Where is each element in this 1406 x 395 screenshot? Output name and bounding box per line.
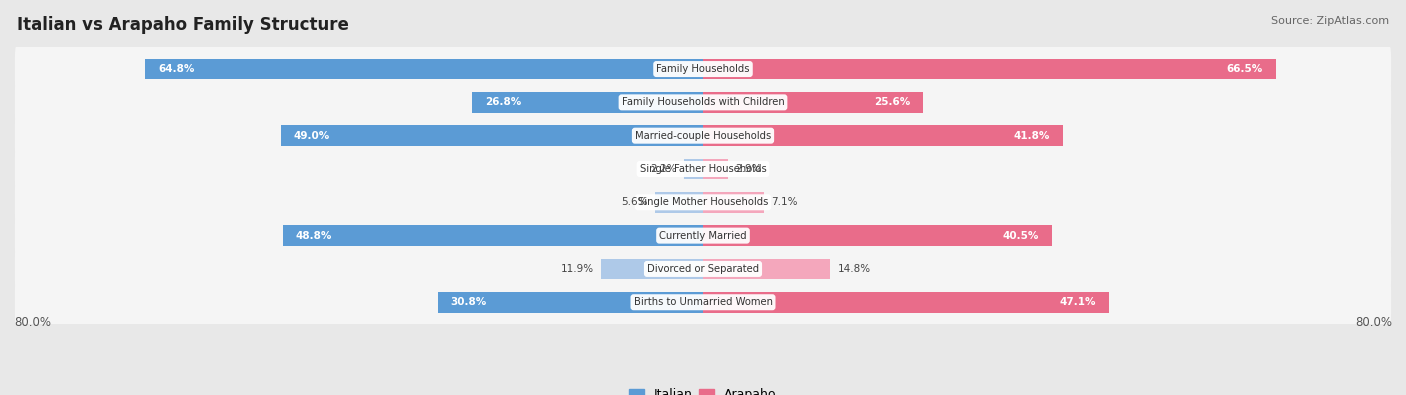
FancyBboxPatch shape <box>15 77 1391 128</box>
FancyBboxPatch shape <box>15 210 1391 261</box>
FancyBboxPatch shape <box>15 243 1391 295</box>
Text: Italian vs Arapaho Family Structure: Italian vs Arapaho Family Structure <box>17 16 349 34</box>
Bar <box>703 259 831 279</box>
Text: 11.9%: 11.9% <box>561 264 593 274</box>
Bar <box>703 59 1275 79</box>
Text: Married-couple Households: Married-couple Households <box>636 131 770 141</box>
Text: 80.0%: 80.0% <box>1355 316 1392 329</box>
Text: Single Mother Households: Single Mother Households <box>638 198 768 207</box>
Bar <box>437 292 703 312</box>
FancyBboxPatch shape <box>15 177 1391 228</box>
Text: Source: ZipAtlas.com: Source: ZipAtlas.com <box>1271 16 1389 26</box>
Bar <box>703 225 1052 246</box>
Text: 2.9%: 2.9% <box>735 164 762 174</box>
Bar <box>685 159 703 179</box>
Text: Births to Unmarried Women: Births to Unmarried Women <box>634 297 772 307</box>
Text: 26.8%: 26.8% <box>485 97 522 107</box>
Text: 30.8%: 30.8% <box>451 297 486 307</box>
Bar <box>703 125 1063 146</box>
Text: Divorced or Separated: Divorced or Separated <box>647 264 759 274</box>
Text: 80.0%: 80.0% <box>14 316 51 329</box>
Legend: Italian, Arapaho: Italian, Arapaho <box>624 383 782 395</box>
Text: 40.5%: 40.5% <box>1002 231 1039 241</box>
FancyBboxPatch shape <box>15 276 1391 328</box>
Bar <box>283 225 703 246</box>
Text: 66.5%: 66.5% <box>1226 64 1263 74</box>
Text: 5.6%: 5.6% <box>621 198 648 207</box>
Bar <box>655 192 703 213</box>
Text: Currently Married: Currently Married <box>659 231 747 241</box>
Text: 41.8%: 41.8% <box>1014 131 1050 141</box>
Text: 14.8%: 14.8% <box>838 264 870 274</box>
Bar <box>703 292 1108 312</box>
Bar <box>703 92 924 113</box>
FancyBboxPatch shape <box>15 110 1391 161</box>
Text: 7.1%: 7.1% <box>770 198 797 207</box>
Text: 64.8%: 64.8% <box>157 64 194 74</box>
Bar <box>145 59 703 79</box>
Text: 2.2%: 2.2% <box>651 164 678 174</box>
Bar <box>600 259 703 279</box>
Text: Family Households: Family Households <box>657 64 749 74</box>
Bar <box>281 125 703 146</box>
Text: 25.6%: 25.6% <box>875 97 911 107</box>
Text: 47.1%: 47.1% <box>1059 297 1095 307</box>
Bar <box>472 92 703 113</box>
Text: 49.0%: 49.0% <box>294 131 330 141</box>
FancyBboxPatch shape <box>15 143 1391 195</box>
FancyBboxPatch shape <box>15 43 1391 95</box>
Bar <box>703 192 763 213</box>
Text: 48.8%: 48.8% <box>295 231 332 241</box>
Bar <box>703 159 728 179</box>
Text: Family Households with Children: Family Households with Children <box>621 97 785 107</box>
Text: Single Father Households: Single Father Households <box>640 164 766 174</box>
